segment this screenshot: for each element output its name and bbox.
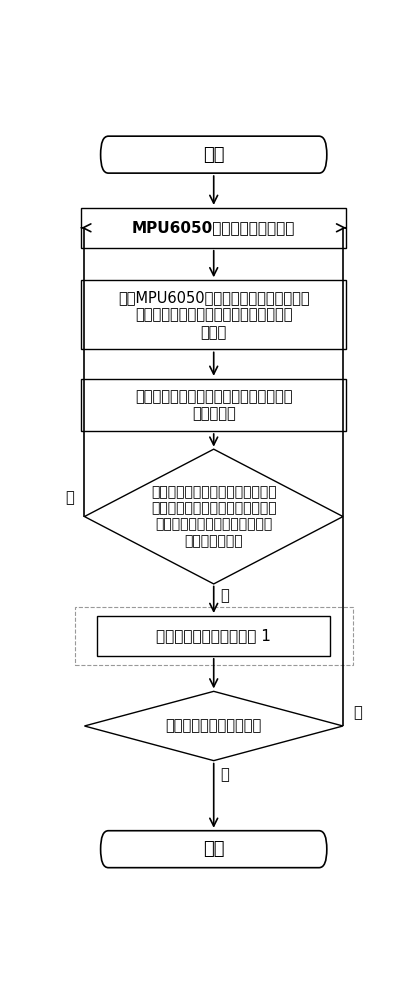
Text: 通过将上述自适应阈值作为步数检
测条件，判定当前时刻的加速度和
角速度信号是否满足当前设定的
步数检测条件？: 通过将上述自适应阈值作为步数检 测条件，判定当前时刻的加速度和 角速度信号是否满… bbox=[151, 485, 276, 548]
Text: 是: 是 bbox=[221, 767, 229, 782]
Bar bbox=[98, 616, 330, 656]
Text: 步数检测有效，计步值加 1: 步数检测有效，计步值加 1 bbox=[156, 628, 271, 643]
Polygon shape bbox=[84, 449, 343, 584]
FancyBboxPatch shape bbox=[100, 831, 327, 868]
Text: 结束: 结束 bbox=[203, 840, 224, 858]
Text: 采集MPU6050惯性测量单元输出的三轴加
速度信号和三轴角速度信号并进行低通滤
波处理: 采集MPU6050惯性测量单元输出的三轴加 速度信号和三轴角速度信号并进行低通滤… bbox=[118, 290, 309, 340]
Text: 否: 否 bbox=[65, 490, 74, 505]
Text: 是否处理完所有的信号？: 是否处理完所有的信号？ bbox=[166, 718, 262, 733]
Bar bbox=[75, 607, 353, 665]
Bar bbox=[81, 208, 346, 248]
Text: 否: 否 bbox=[353, 705, 362, 720]
Polygon shape bbox=[84, 691, 343, 761]
Text: 开始: 开始 bbox=[203, 146, 224, 164]
Bar bbox=[81, 280, 346, 349]
FancyBboxPatch shape bbox=[100, 136, 327, 173]
Bar bbox=[81, 379, 346, 431]
Text: MPU6050惯性测量单元初始化: MPU6050惯性测量单元初始化 bbox=[132, 220, 295, 235]
Text: 计算滤波后的加速度自适应阈值和角速度
自适应阈值: 计算滤波后的加速度自适应阈值和角速度 自适应阈值 bbox=[135, 389, 292, 421]
Text: 是: 是 bbox=[221, 588, 229, 603]
FancyBboxPatch shape bbox=[108, 831, 319, 868]
FancyBboxPatch shape bbox=[108, 136, 319, 173]
